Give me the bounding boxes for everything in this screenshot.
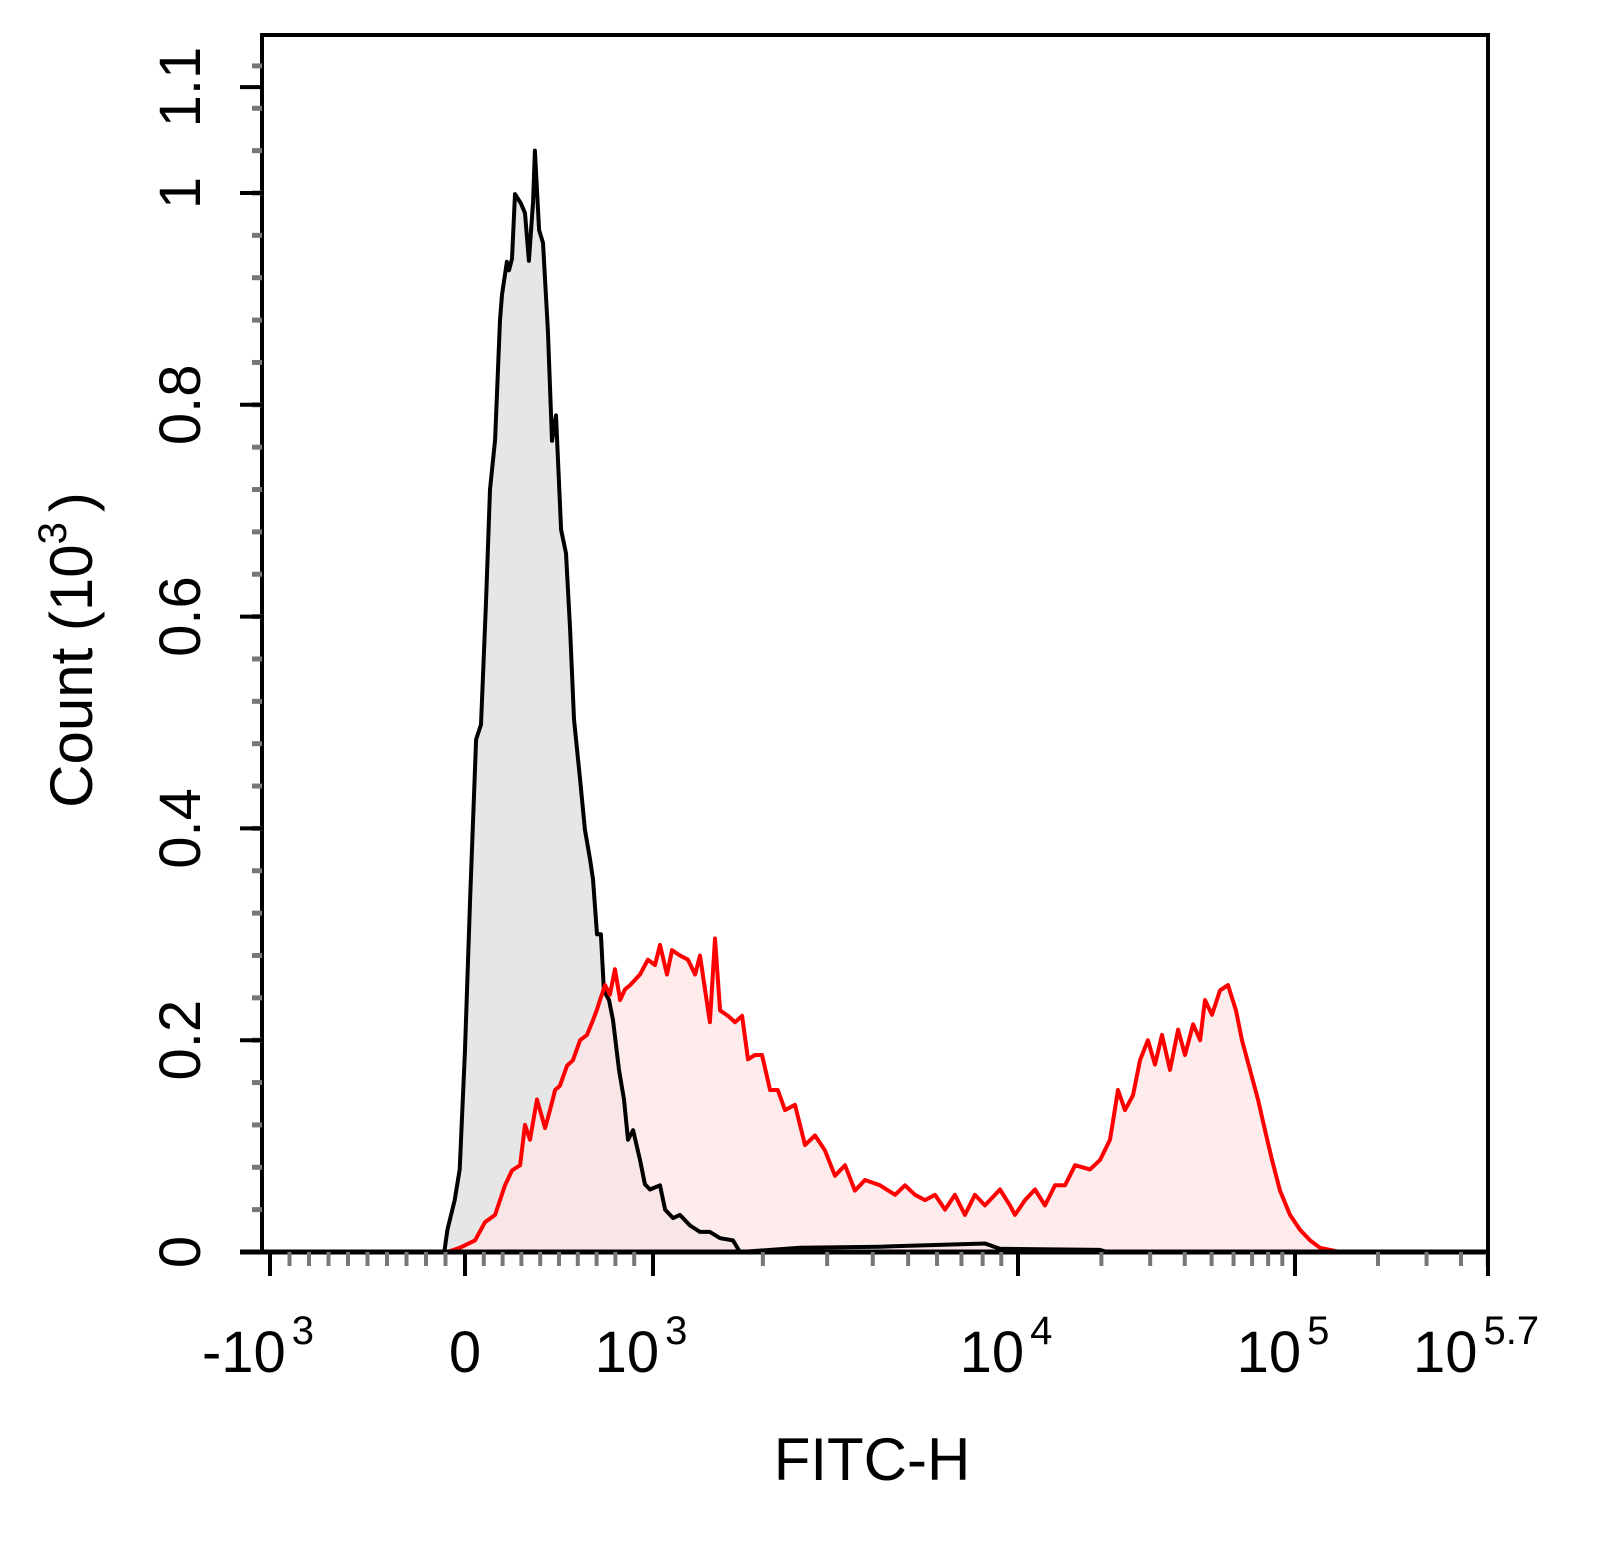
x-tick-label: -10 3 — [202, 1309, 314, 1385]
x-tick-label-exp: 3 — [665, 1309, 687, 1353]
series-2-fill — [447, 938, 1365, 1252]
y-tick-label-group: 0.4 — [148, 788, 213, 869]
plot-frame — [260, 33, 1490, 1274]
series-1-line — [442, 148, 1108, 1254]
y-tick-label-group: 1.1 — [148, 47, 213, 128]
y-tick-label-group: 0.2 — [148, 1000, 213, 1081]
y-tick-label: 0 — [148, 1236, 213, 1268]
x-tick-label-exp: 5 — [1307, 1309, 1329, 1353]
series-2-line — [446, 936, 1365, 1254]
y-tick-label-group: 0.6 — [148, 576, 213, 657]
y-axis-title-exp: 3 — [31, 522, 75, 544]
x-tick-label-exp: 3 — [292, 1309, 314, 1353]
x-tick-label-exp: 4 — [1030, 1309, 1052, 1353]
y-tick-label: 1.1 — [148, 47, 213, 128]
x-tick-label: 10 3 — [595, 1309, 688, 1385]
y-tick-label-group: 0.8 — [148, 364, 213, 445]
x-axis-title: FITC-H — [774, 1426, 971, 1493]
y-tick-label: 0.6 — [148, 576, 213, 657]
x-tick-label: 0 — [449, 1320, 481, 1385]
x-tick-label: 10 4 — [960, 1309, 1053, 1385]
series-layer — [442, 148, 1365, 1254]
y-tick-label-group: 0 — [148, 1236, 213, 1268]
y-tick-label-group: 1 — [148, 177, 213, 209]
y-axis-title-close: ) — [38, 492, 105, 512]
y-tick-label: 0.4 — [148, 788, 213, 869]
y-axis-title-base: Count (10 — [38, 544, 105, 808]
x-tick-label-base: -10 — [202, 1320, 286, 1385]
x-tick-label-base: 10 — [595, 1320, 660, 1385]
x-tick-label-base: 0 — [449, 1320, 481, 1385]
x-tick-label: 10 5 — [1237, 1309, 1330, 1385]
svg-text:Count (103): Count (103) — [31, 492, 105, 808]
x-tick-label-base: 10 — [1413, 1320, 1478, 1385]
x-tick-label-base: 10 — [1237, 1320, 1302, 1385]
x-tick-label-exp: 5.7 — [1483, 1309, 1539, 1353]
y-axis-title: Count (103) — [31, 492, 105, 808]
y-tick-label: 0.2 — [148, 1000, 213, 1081]
series-1-fill — [444, 150, 1108, 1253]
y-tick-label: 0.8 — [148, 364, 213, 445]
x-tick-label: 10 5.7 — [1413, 1309, 1539, 1385]
axes-layer: 00.20.40.60.811.1-10 3 0 10 3 10 4 10 5 10 5.7 — [148, 33, 1539, 1385]
x-tick-label-base: 10 — [960, 1320, 1025, 1385]
y-tick-label: 1 — [148, 177, 213, 209]
